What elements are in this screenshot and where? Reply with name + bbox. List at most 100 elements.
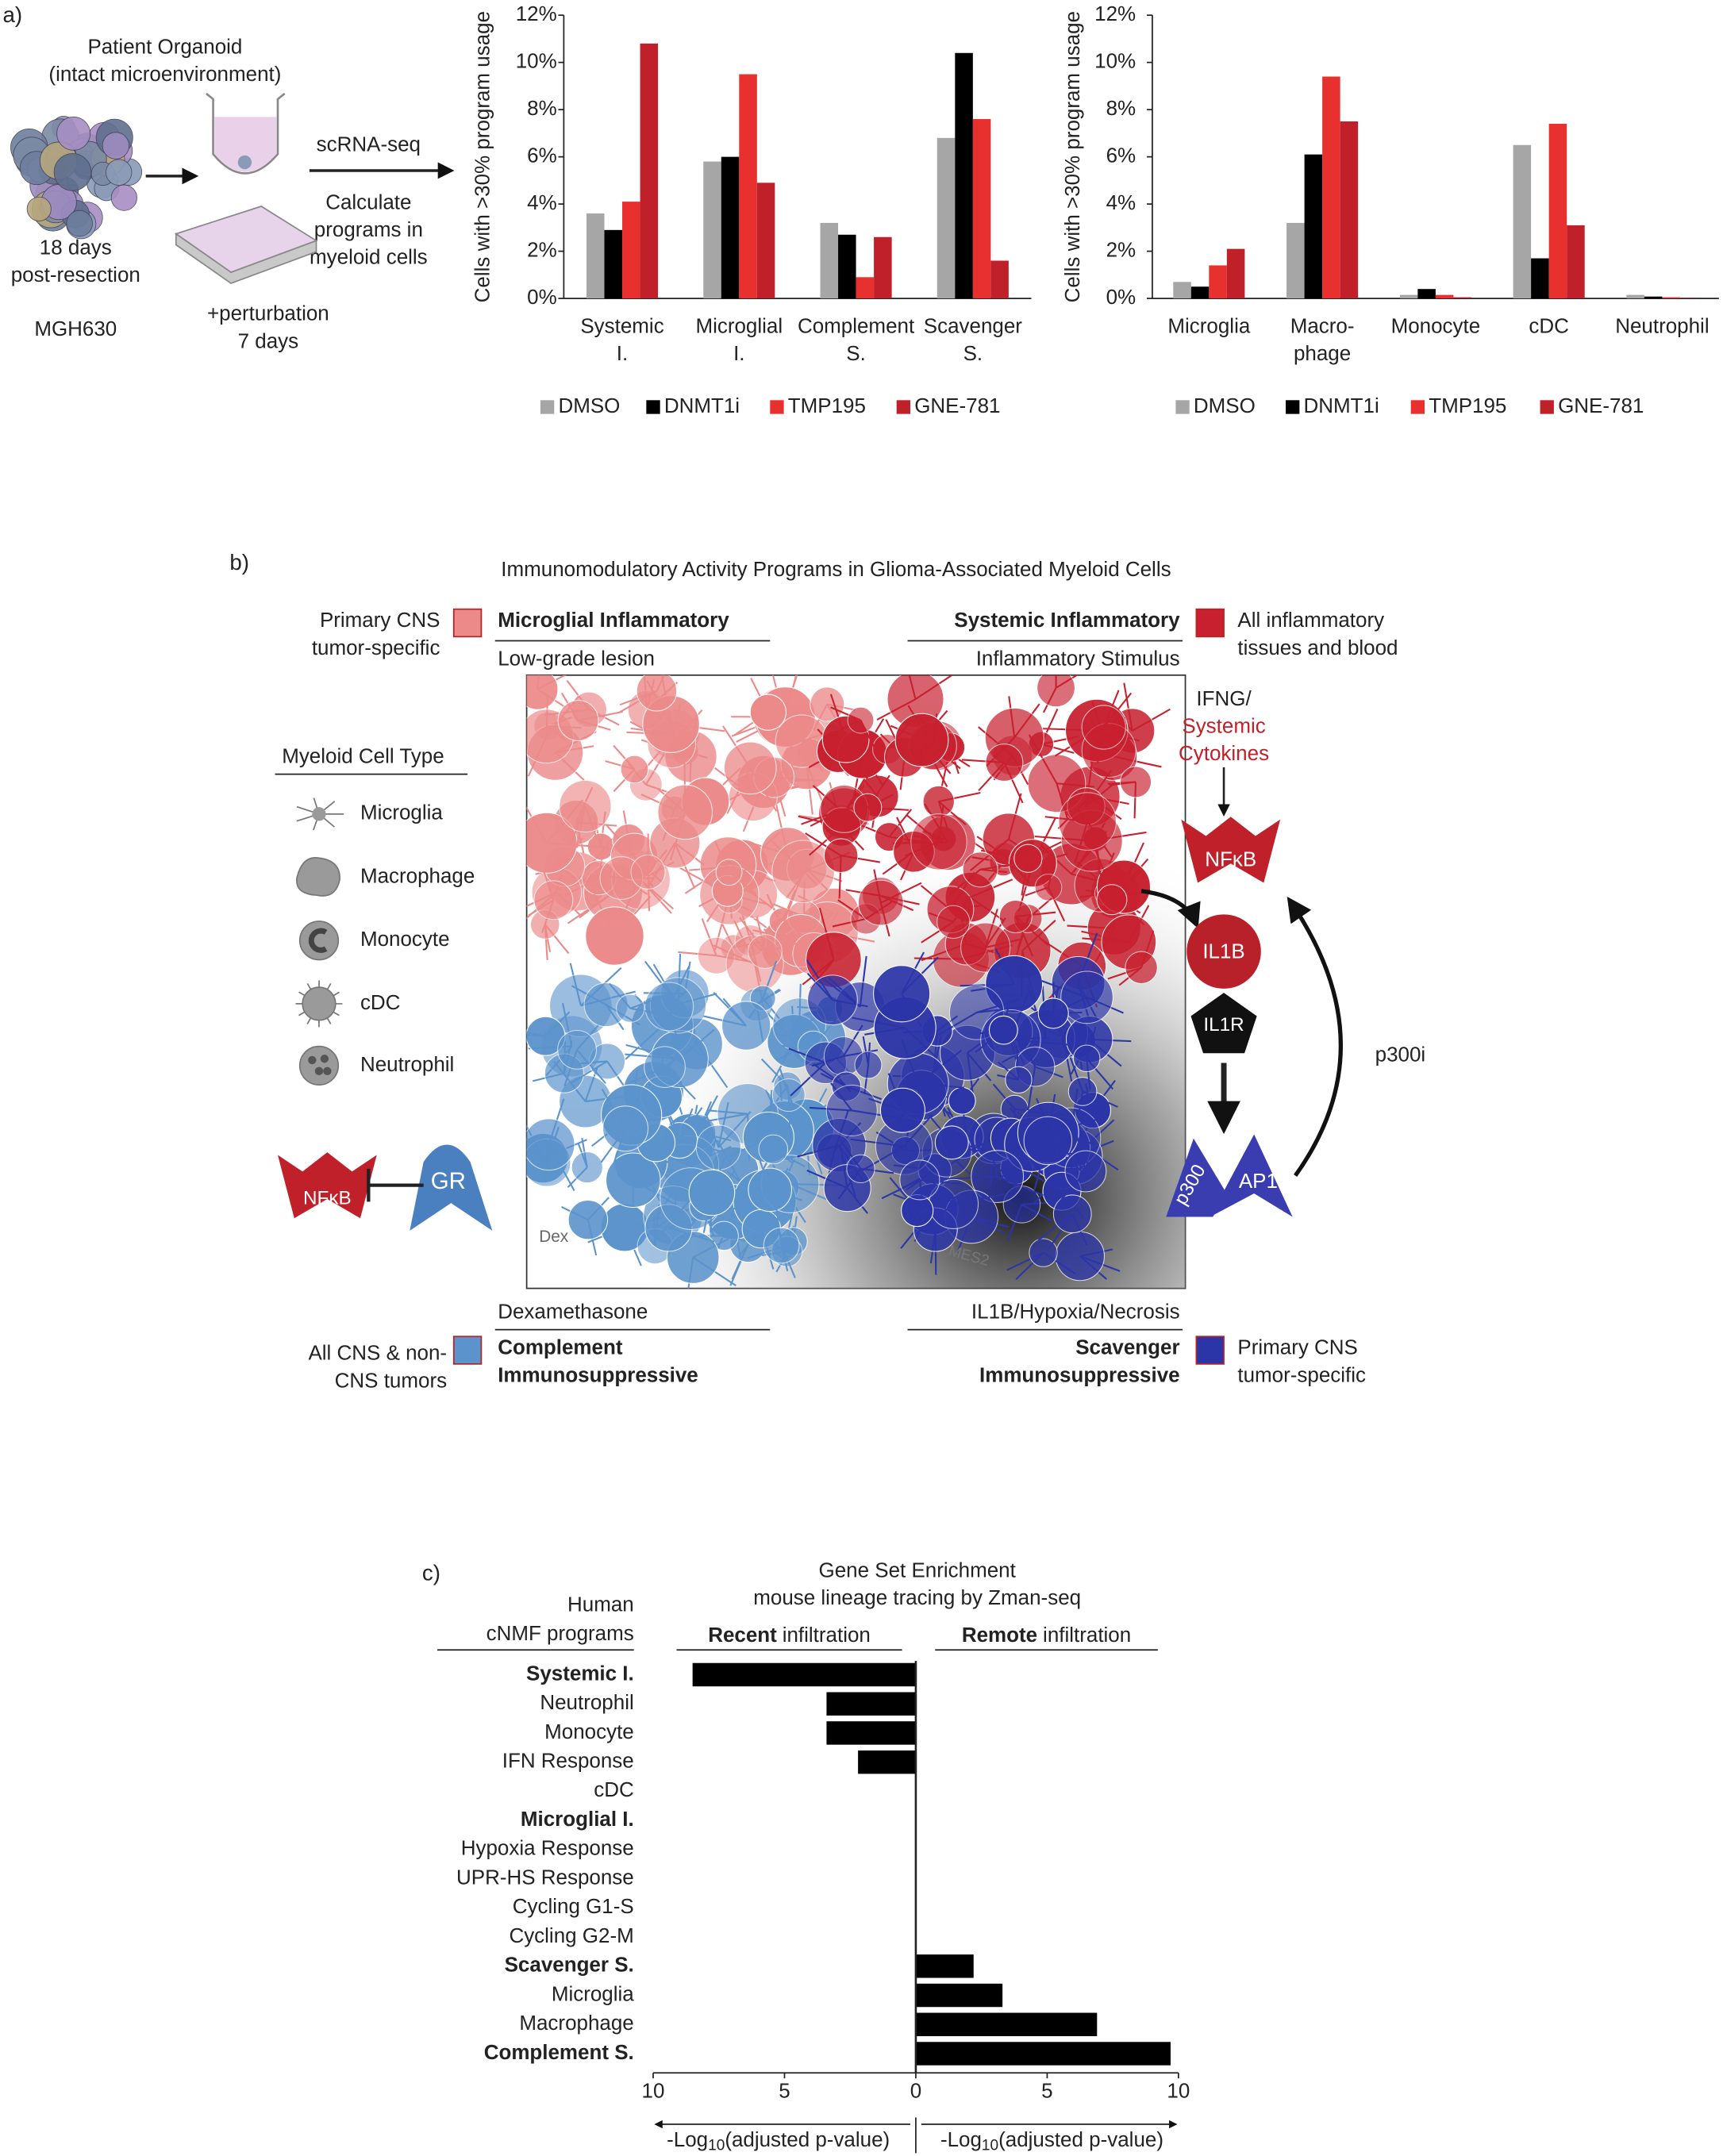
cell [1052,1194,1092,1234]
program-swatch [452,1335,483,1365]
program-name: Microglial Inflammatory [498,608,729,632]
bar [1513,144,1532,299]
cell [985,744,1024,782]
ap1-shape [1210,1134,1293,1217]
icon [298,1045,340,1086]
tube [206,92,286,175]
cell [636,674,678,712]
cell [971,1150,1025,1203]
plate [174,206,318,274]
cell [771,1078,806,1113]
cell [1055,1231,1106,1282]
x-label-sub: 10 [708,2138,725,2154]
label: myeloid cells [310,245,428,269]
legend-swatch [896,400,911,414]
category-label: Scavenger S. [505,1953,634,1977]
x-tick-label: 10 [1167,2078,1190,2102]
cell [688,1169,736,1216]
category-label: Microglial I. [521,1807,634,1831]
label: NFκB [303,1187,352,1209]
icon-nucleus [308,928,328,953]
cell [846,1154,875,1184]
cell [853,793,883,822]
icon-lobe [323,1066,332,1076]
program-scope: Primary CNS [1237,1335,1358,1359]
icon-lobe [314,1066,324,1076]
cell [899,1159,940,1201]
cell [606,1152,661,1209]
cell [620,755,649,784]
cell [749,694,787,731]
cell [748,934,783,969]
cell [644,1046,686,1088]
bar [739,74,757,299]
label: NFκB [1205,847,1256,871]
direction-label: Recent infiltration [708,1623,871,1647]
bar [1531,258,1549,299]
bar [972,119,991,299]
category-label: Cycling G1-S [513,1894,634,1918]
cell [557,1029,597,1070]
legend-swatch [1175,400,1190,414]
bar [1626,294,1644,299]
program-context: IL1B/Hypoxia/Necrosis [971,1300,1180,1324]
legend-label: DNMT1i [1304,394,1379,417]
bar [1209,265,1227,299]
arrow [1286,896,1343,1178]
panel-label: b) [229,550,249,575]
label: IL1B [1202,940,1244,963]
bar [622,202,640,299]
label: 18 days [40,236,112,259]
x-tick-label: Microglia [1167,313,1250,337]
bar [1399,294,1418,299]
label-line: Complement [798,313,915,337]
cell [1005,1066,1033,1093]
bar [756,183,775,299]
bar [915,2042,1171,2066]
bar [1322,76,1340,299]
label: +perturbation [207,302,329,325]
program-scope: All CNS & non- [308,1341,447,1365]
x-tick-label: 10 [642,2078,665,2102]
label: Systemic [1182,714,1265,738]
bar [820,222,839,299]
bar [1304,154,1323,299]
y-tick-label: 10% [516,49,557,73]
organoid-cell [102,132,130,159]
bar [1417,289,1436,299]
program-name: Systemic Inflammatory [954,608,1180,632]
il1r-shape [1190,993,1257,1054]
x-tick-label: cDC [1529,313,1569,337]
x-axis-label: -Log10(adjusted p-value) [940,2127,1163,2154]
legend-label: TMP195 [788,394,866,417]
legend-swatch [770,400,784,414]
dex-label: Dex [539,1228,569,1246]
label: IFNG/ [1196,686,1252,710]
category-label: Cycling G2-M [509,1923,633,1947]
cell [602,1105,649,1152]
label-line: I. [733,341,744,365]
program-scope: Primary CNS [320,608,440,632]
x-tick-label: Systemic I. [580,313,663,365]
y-tick-label: 10% [1094,49,1136,73]
x-tick-label: Neutrophil [1615,313,1709,337]
organoid-cell [53,153,92,191]
legend-swatch [1410,400,1425,414]
cell [557,700,599,741]
category-header: Human [567,1593,634,1616]
bar [826,1721,916,1745]
legend-label: GNE-781 [1558,394,1644,417]
panel-label: c) [422,1560,440,1585]
organoid-cell [66,209,93,237]
label: MGH630 [34,317,117,340]
x-tick-label: Monocyte [1391,313,1481,337]
cell [1060,970,1113,1024]
program-swatch [1195,608,1225,638]
cell [847,706,875,734]
chart-subtitle: mouse lineage tracing by Zman-seq [753,1585,1081,1609]
program-swatch [452,608,483,638]
cell [1081,705,1126,750]
y-tick-label: 0% [527,285,557,309]
x-label-part: -Log [940,2127,982,2151]
cell [526,674,559,710]
